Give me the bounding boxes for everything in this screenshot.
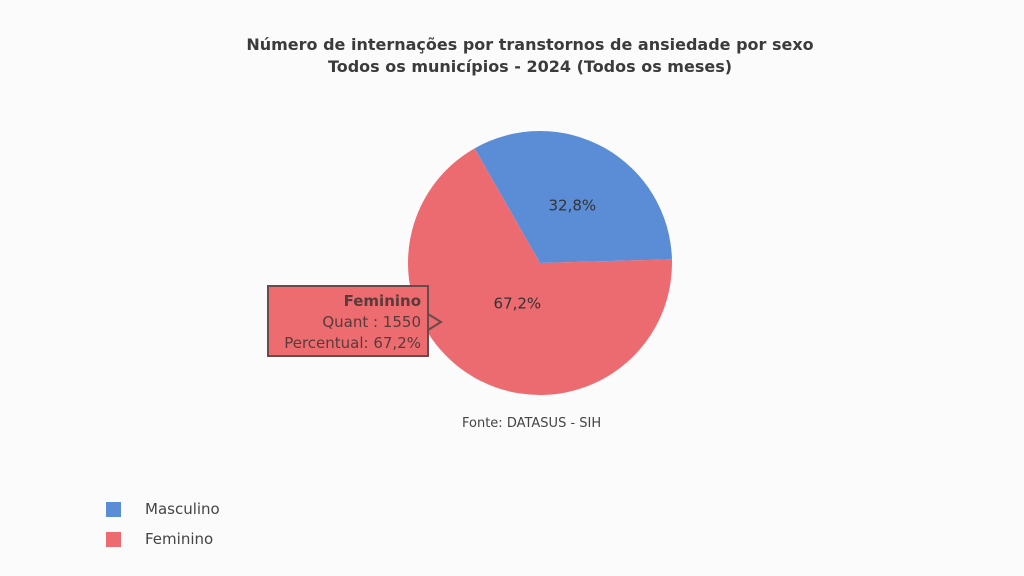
legend-label-feminino: Feminino xyxy=(145,530,214,548)
legend-label-masculino: Masculino xyxy=(145,500,220,518)
tooltip-arrow xyxy=(427,313,443,331)
legend-item-masculino[interactable]: Masculino xyxy=(106,500,220,518)
legend-swatch-masculino xyxy=(106,501,121,517)
tooltip-title: Feminino xyxy=(343,292,421,310)
slice-label-feminino: 67,2% xyxy=(494,294,542,312)
tooltip-percent: Percentual: 67,2% xyxy=(284,334,421,352)
tooltip: Feminino Quant : 1550 Percentual: 67,2% xyxy=(267,285,429,357)
chart-subtitle: Todos os municípios - 2024 (Todos os mes… xyxy=(327,57,733,76)
pie-slice-masculino[interactable] xyxy=(474,130,672,263)
legend-swatch-feminino xyxy=(106,531,121,547)
tooltip-quant: Quant : 1550 xyxy=(322,313,421,331)
chart-title: Número de internações por transtornos de… xyxy=(246,35,814,54)
slice-label-masculino: 32,8% xyxy=(549,196,597,214)
legend-item-feminino[interactable]: Feminino xyxy=(106,530,213,548)
pie-slice-feminino[interactable] xyxy=(408,148,673,395)
source-note: Fonte: DATASUS - SIH xyxy=(462,416,602,431)
